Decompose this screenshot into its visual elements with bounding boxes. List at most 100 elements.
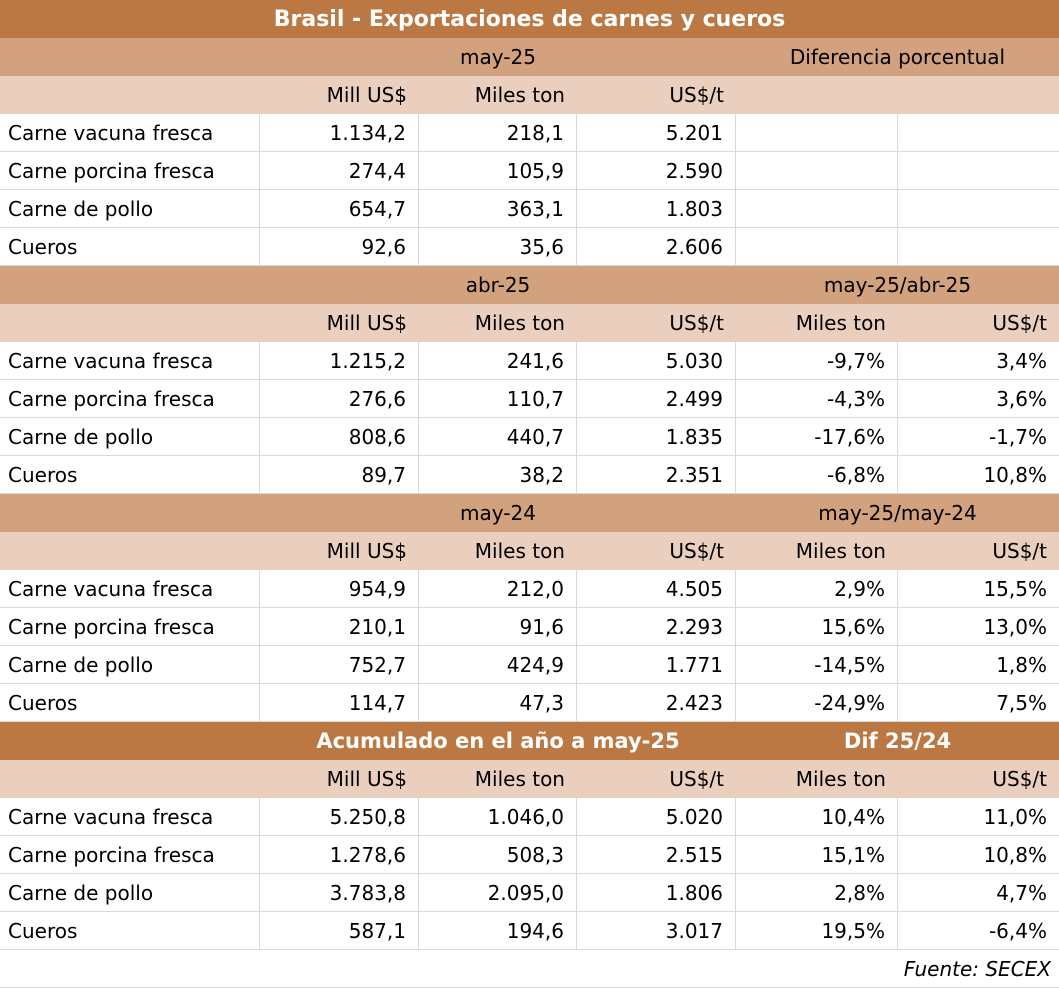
value-cell: 218,1 — [419, 114, 577, 152]
value-cell: 10,4% — [736, 798, 898, 836]
column-header: US$/t — [577, 760, 736, 798]
row-label: Cueros — [0, 684, 260, 722]
value-cell: 11,0% — [898, 798, 1059, 836]
column-header: US$/t — [577, 304, 736, 342]
row-label: Carne vacuna fresca — [0, 342, 260, 380]
value-cell: 5.201 — [577, 114, 736, 152]
value-cell: 114,7 — [260, 684, 419, 722]
row-label: Carne porcina fresca — [0, 608, 260, 646]
section-band-spacer — [0, 266, 260, 304]
column-header: Miles ton — [419, 76, 577, 114]
column-header: Miles ton — [419, 760, 577, 798]
period-header: abr-25 — [260, 266, 736, 304]
value-cell: 424,9 — [419, 646, 577, 684]
value-cell: 1.806 — [577, 874, 736, 912]
column-header: US$/t — [898, 760, 1059, 798]
value-cell: 2,8% — [736, 874, 898, 912]
value-cell: 1.835 — [577, 418, 736, 456]
value-cell: 954,9 — [260, 570, 419, 608]
value-cell: 92,6 — [260, 228, 419, 266]
value-cell: 91,6 — [419, 608, 577, 646]
source-note: Fuente: SECEX — [0, 950, 1059, 988]
value-cell: -14,5% — [736, 646, 898, 684]
value-cell — [736, 190, 898, 228]
value-cell: 47,3 — [419, 684, 577, 722]
value-cell: 89,7 — [260, 456, 419, 494]
value-cell: 5.250,8 — [260, 798, 419, 836]
column-header: US$/t — [898, 304, 1059, 342]
row-label: Carne vacuna fresca — [0, 570, 260, 608]
column-header-spacer — [0, 760, 260, 798]
value-cell: -17,6% — [736, 418, 898, 456]
value-cell: 808,6 — [260, 418, 419, 456]
value-cell: 587,1 — [260, 912, 419, 950]
value-cell: 212,0 — [419, 570, 577, 608]
value-cell: -6,4% — [898, 912, 1059, 950]
row-label: Carne de pollo — [0, 646, 260, 684]
value-cell: 10,8% — [898, 456, 1059, 494]
value-cell: -6,8% — [736, 456, 898, 494]
value-cell — [898, 190, 1059, 228]
column-header-spacer — [0, 532, 260, 570]
value-cell: 274,4 — [260, 152, 419, 190]
value-cell: 2.606 — [577, 228, 736, 266]
section-band-spacer — [0, 722, 260, 760]
value-cell: 210,1 — [260, 608, 419, 646]
value-cell: 1.134,2 — [260, 114, 419, 152]
diff-header: may-25/may-24 — [736, 494, 1059, 532]
value-cell: 10,8% — [898, 836, 1059, 874]
column-header: Mill US$ — [260, 304, 419, 342]
value-cell: 2.423 — [577, 684, 736, 722]
column-header: US$/t — [577, 532, 736, 570]
row-label: Carne vacuna fresca — [0, 114, 260, 152]
value-cell: 2.499 — [577, 380, 736, 418]
row-label: Carne porcina fresca — [0, 152, 260, 190]
value-cell: 508,3 — [419, 836, 577, 874]
value-cell: 3,4% — [898, 342, 1059, 380]
value-cell: 4.505 — [577, 570, 736, 608]
value-cell: 3,6% — [898, 380, 1059, 418]
value-cell: 3.017 — [577, 912, 736, 950]
column-header: Miles ton — [736, 760, 898, 798]
value-cell: 15,1% — [736, 836, 898, 874]
value-cell: 276,6 — [260, 380, 419, 418]
value-cell: -9,7% — [736, 342, 898, 380]
row-label: Carne de pollo — [0, 190, 260, 228]
column-header — [898, 76, 1059, 114]
diff-header: may-25/abr-25 — [736, 266, 1059, 304]
value-cell: 1.215,2 — [260, 342, 419, 380]
value-cell: 2.351 — [577, 456, 736, 494]
column-header: Mill US$ — [260, 760, 419, 798]
value-cell: 1.771 — [577, 646, 736, 684]
value-cell — [736, 152, 898, 190]
value-cell: 363,1 — [419, 190, 577, 228]
section-band-spacer — [0, 494, 260, 532]
value-cell — [736, 228, 898, 266]
row-label: Cueros — [0, 456, 260, 494]
value-cell: 5.030 — [577, 342, 736, 380]
value-cell: 440,7 — [419, 418, 577, 456]
row-label: Carne vacuna fresca — [0, 798, 260, 836]
value-cell: 1.803 — [577, 190, 736, 228]
column-header — [736, 76, 898, 114]
value-cell: 241,6 — [419, 342, 577, 380]
value-cell: 105,9 — [419, 152, 577, 190]
section-band-spacer — [0, 38, 260, 76]
value-cell: 3.783,8 — [260, 874, 419, 912]
period-header: Acumulado en el año a may-25 — [260, 722, 736, 760]
value-cell: 2.590 — [577, 152, 736, 190]
column-header: Miles ton — [419, 532, 577, 570]
row-label: Cueros — [0, 912, 260, 950]
value-cell — [898, 152, 1059, 190]
diff-header: Dif 25/24 — [736, 722, 1059, 760]
row-label: Carne de pollo — [0, 418, 260, 456]
value-cell: 110,7 — [419, 380, 577, 418]
column-header-spacer — [0, 76, 260, 114]
value-cell: 1,8% — [898, 646, 1059, 684]
row-label: Carne de pollo — [0, 874, 260, 912]
value-cell: 19,5% — [736, 912, 898, 950]
value-cell: -4,3% — [736, 380, 898, 418]
diff-header: Diferencia porcentual — [736, 38, 1059, 76]
value-cell: 35,6 — [419, 228, 577, 266]
